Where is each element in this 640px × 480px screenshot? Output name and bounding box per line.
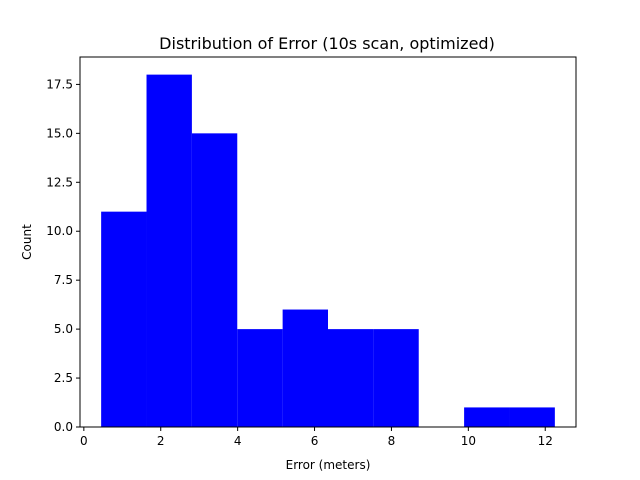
histogram-bar-7 (373, 329, 419, 427)
histogram-bar-10 (509, 407, 555, 427)
histogram-bar-9 (464, 407, 510, 427)
x-tick-label: 8 (388, 434, 396, 448)
x-tick-label: 10 (461, 434, 476, 448)
x-tick-label: 12 (538, 434, 553, 448)
histogram-bar-1 (101, 211, 147, 427)
x-axis-ticks: 0 2 4 6 8 10 12 (80, 427, 553, 448)
y-tick-label: 2.5 (54, 371, 73, 385)
plot-frame (79, 56, 577, 428)
x-tick-label: 2 (157, 434, 165, 448)
y-axis-label: Count (20, 224, 34, 260)
y-tick-label: 12.5 (46, 175, 73, 189)
bars-group (101, 74, 555, 427)
y-axis-ticks: 0.0 2.5 5.0 7.5 10.0 12.5 15.0 17.5 (46, 77, 80, 434)
y-tick-label: 15.0 (46, 126, 73, 140)
histogram-bar-3 (191, 133, 238, 427)
x-tick-label: 4 (234, 434, 242, 448)
x-tick-label: 0 (80, 434, 88, 448)
x-tick-label: 6 (311, 434, 319, 448)
y-tick-label: 10.0 (46, 224, 73, 238)
histogram-bar-5 (282, 309, 328, 427)
histogram-bar-6 (328, 329, 374, 427)
x-axis-label: Error (meters) (286, 458, 371, 472)
chart-title: Distribution of Error (10s scan, optimiz… (159, 34, 495, 53)
y-tick-label: 0.0 (54, 420, 73, 434)
histogram-bar-2 (146, 74, 192, 427)
histogram-bar-4 (237, 329, 283, 427)
y-tick-label: 7.5 (54, 273, 73, 287)
y-tick-label: 5.0 (54, 322, 73, 336)
y-tick-label: 17.5 (46, 77, 73, 91)
